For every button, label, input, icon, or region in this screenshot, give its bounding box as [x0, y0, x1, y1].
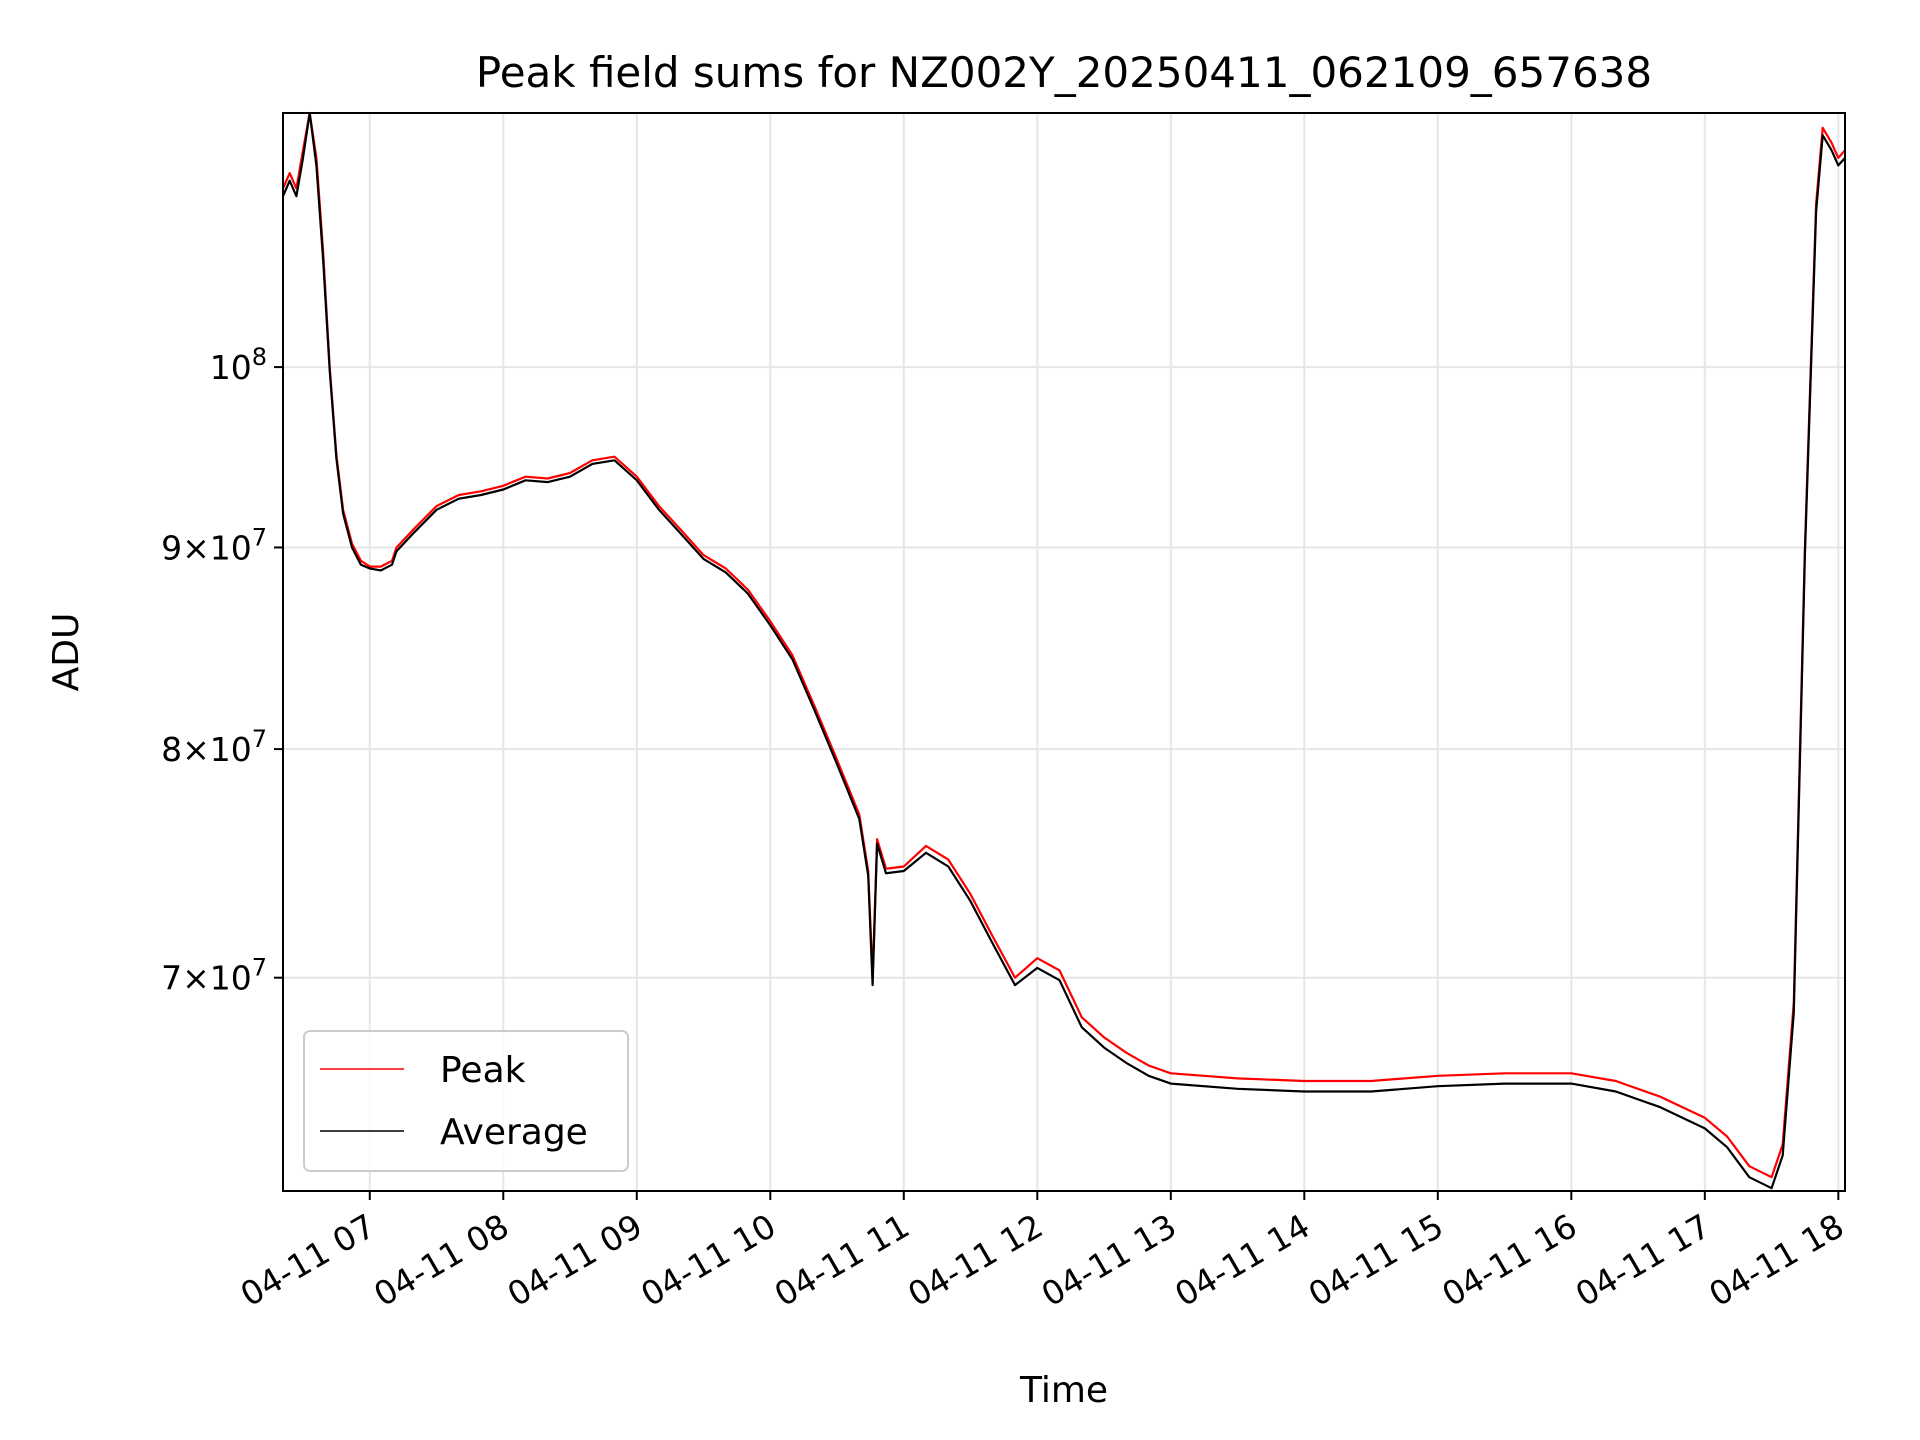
y-tick-label: 9×107 — [161, 523, 267, 567]
plot-lines — [281, 111, 1846, 1190]
y-tick-label: 8×107 — [161, 725, 267, 769]
legend-label-average: Average — [440, 1112, 588, 1153]
legend-box — [303, 1030, 629, 1172]
series-line-average — [281, 111, 1846, 1190]
x-axis-label: Time — [1019, 1370, 1108, 1411]
legend: Peak Average — [303, 1030, 629, 1172]
y-tick-label: 7×107 — [161, 954, 267, 998]
y-axis-label: ADU — [46, 613, 87, 692]
chart-title: Peak field sums for NZ002Y_20250411_0621… — [476, 48, 1652, 97]
legend-label-peak: Peak — [440, 1050, 526, 1091]
axes-frame — [282, 112, 1846, 1192]
